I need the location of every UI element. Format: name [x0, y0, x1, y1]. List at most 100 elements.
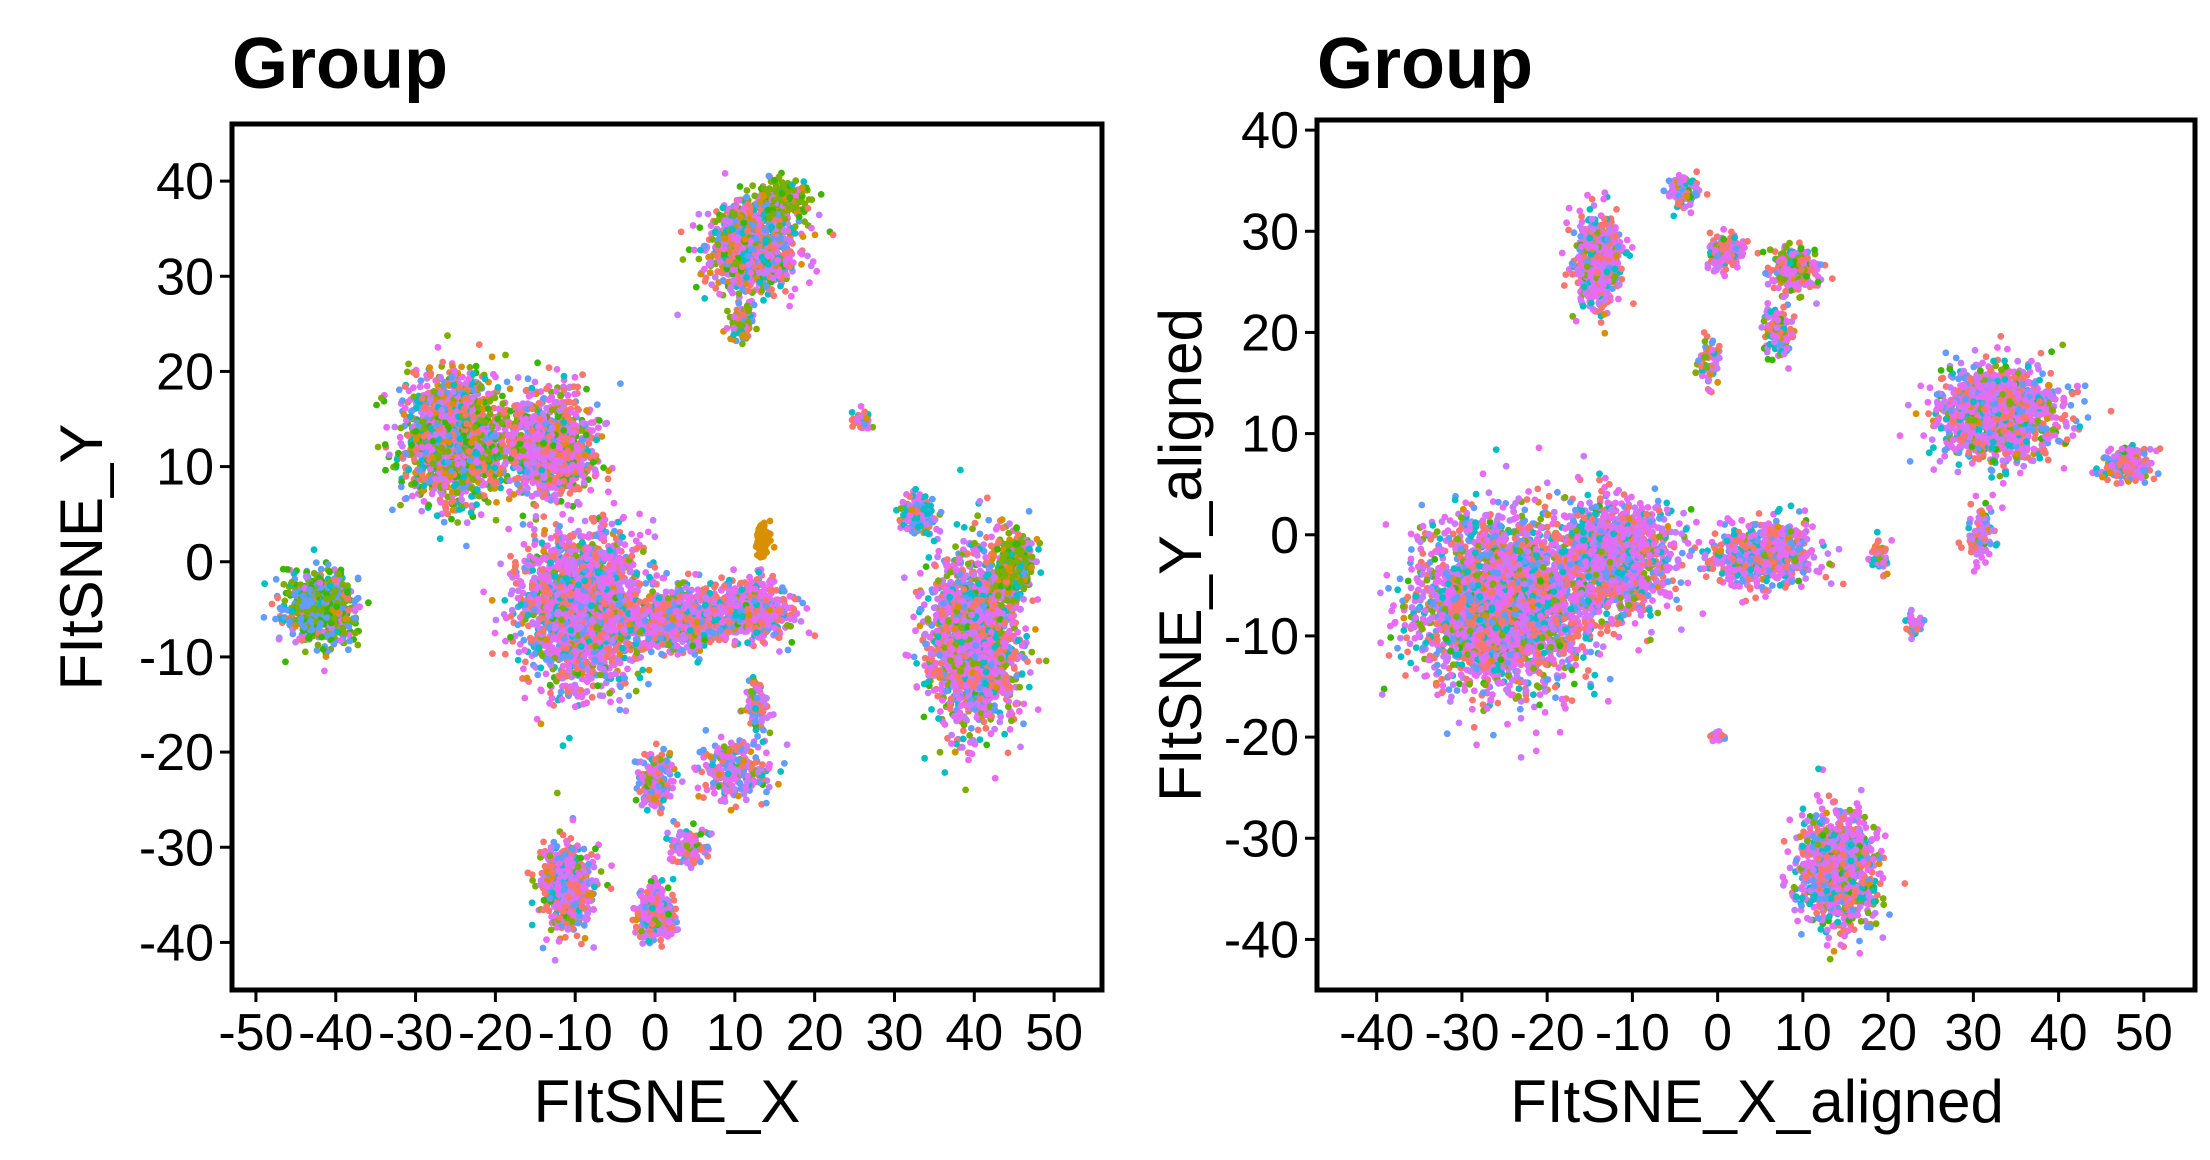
data-point	[602, 679, 610, 687]
data-point	[775, 780, 782, 788]
data-point	[436, 535, 444, 543]
data-point	[557, 688, 565, 696]
data-point	[546, 699, 553, 707]
data-point	[932, 562, 939, 570]
data-point	[781, 760, 788, 767]
data-point	[573, 932, 581, 940]
data-point	[272, 575, 280, 583]
data-point	[501, 597, 509, 604]
data-point	[492, 373, 499, 381]
data-point	[1008, 717, 1015, 725]
data-point	[579, 371, 586, 379]
data-point	[804, 252, 811, 260]
data-point	[1020, 720, 1027, 728]
data-point	[321, 667, 328, 675]
data-point	[517, 630, 525, 637]
data-point	[440, 518, 448, 526]
data-point	[505, 495, 513, 503]
data-point	[937, 508, 945, 516]
data-point	[735, 299, 743, 307]
data-point	[497, 484, 504, 492]
data-point	[712, 284, 720, 292]
data-point	[607, 698, 614, 706]
data-point	[937, 708, 944, 715]
data-point	[704, 210, 712, 218]
data-point	[365, 599, 372, 607]
data-point	[685, 246, 693, 254]
data-point	[310, 546, 318, 554]
data-point	[533, 715, 541, 723]
data-point	[578, 940, 585, 948]
data-point	[811, 632, 819, 640]
data-point	[503, 378, 511, 386]
data-point	[373, 401, 380, 409]
data-point	[1035, 657, 1043, 665]
data-point	[539, 944, 547, 952]
data-point	[692, 283, 700, 291]
data-point	[560, 372, 568, 380]
chart-title: Group	[232, 24, 448, 104]
data-point	[581, 934, 589, 942]
data-point	[519, 521, 527, 528]
data-point	[489, 650, 496, 657]
data-point	[679, 256, 687, 263]
data-point	[628, 530, 635, 538]
data-point	[982, 724, 990, 732]
data-point	[559, 510, 566, 518]
data-point	[720, 743, 728, 751]
data-point	[717, 733, 725, 741]
data-point	[524, 545, 532, 553]
data-point	[900, 574, 908, 582]
data-point	[645, 666, 653, 674]
data-point	[617, 683, 624, 691]
data-point	[402, 472, 410, 480]
data-point	[493, 499, 500, 506]
data-point	[724, 307, 731, 315]
data-point	[530, 531, 538, 539]
data-point	[910, 653, 918, 661]
data-point	[799, 599, 807, 607]
data-point	[701, 295, 709, 302]
data-point	[953, 521, 961, 528]
data-point	[924, 595, 932, 602]
data-point	[813, 267, 821, 275]
data-point	[930, 687, 938, 694]
data-point	[545, 364, 553, 371]
data-point	[459, 373, 466, 381]
data-point	[534, 671, 542, 679]
data-point	[508, 606, 516, 614]
data-point	[669, 875, 677, 883]
data-point	[409, 492, 416, 500]
data-point	[490, 404, 498, 412]
data-point	[403, 368, 411, 376]
data-point	[1017, 743, 1024, 751]
data-point	[968, 737, 976, 745]
data-point	[1032, 626, 1039, 633]
data-point	[766, 517, 774, 525]
data-point	[492, 616, 500, 624]
data-point	[983, 534, 990, 541]
data-point	[280, 580, 288, 588]
data-point	[520, 665, 527, 673]
data-point	[624, 665, 631, 673]
data-point	[960, 524, 968, 531]
data-point	[1028, 648, 1036, 656]
data-point	[401, 404, 409, 412]
data-point	[1025, 683, 1033, 691]
data-point	[564, 391, 572, 399]
data-point	[739, 340, 746, 348]
data-point	[969, 525, 976, 533]
data-point	[1013, 524, 1020, 532]
data-point	[520, 540, 528, 548]
data-point	[491, 394, 499, 402]
data-point	[702, 726, 710, 734]
data-point	[395, 386, 403, 394]
data-point	[301, 648, 309, 656]
scatter-plot-left: Group -50 -40 -30 -20 -10 0 10 20 30 40 50 -40-30-…	[48, 24, 1105, 1135]
data-point	[651, 533, 659, 541]
data-point	[396, 433, 404, 441]
data-point	[974, 726, 982, 734]
data-point	[458, 496, 465, 504]
data-point	[754, 732, 761, 740]
data-point	[261, 580, 268, 588]
